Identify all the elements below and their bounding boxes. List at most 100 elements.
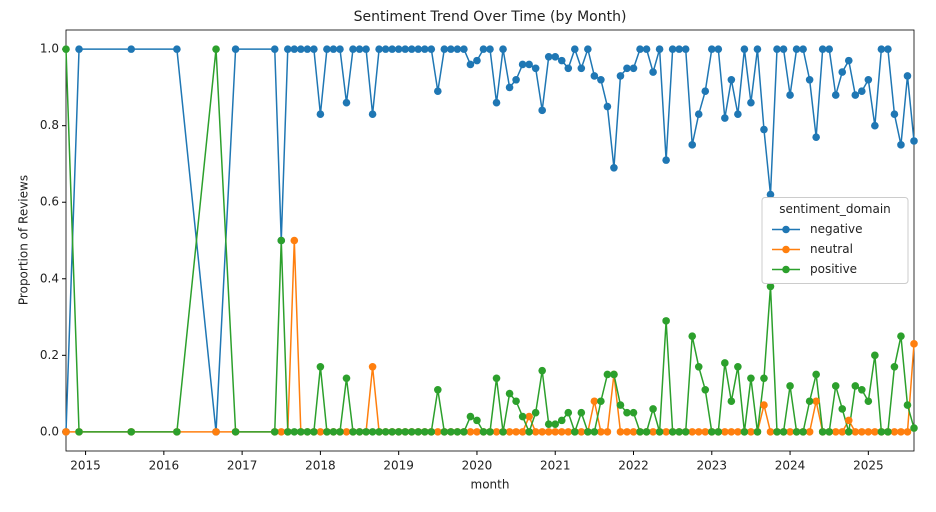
data-point xyxy=(721,428,729,436)
data-point xyxy=(616,72,625,80)
data-point xyxy=(525,428,533,436)
data-point xyxy=(544,428,553,436)
data-point xyxy=(805,75,814,84)
data-point xyxy=(910,340,918,348)
x-tick-label: 2015 xyxy=(70,459,101,473)
data-point xyxy=(342,98,351,107)
data-point xyxy=(727,75,736,84)
data-point xyxy=(349,45,357,53)
data-point xyxy=(277,236,286,245)
data-point xyxy=(303,428,312,436)
data-point xyxy=(323,45,331,53)
data-point xyxy=(584,45,592,53)
legend-marker xyxy=(782,225,790,234)
data-point xyxy=(766,282,775,291)
data-point xyxy=(707,428,716,436)
data-point xyxy=(642,428,651,436)
data-point xyxy=(297,428,305,436)
data-point xyxy=(603,428,612,436)
x-axis-label: month xyxy=(471,478,510,492)
data-point xyxy=(851,382,860,390)
data-point xyxy=(512,397,520,406)
data-point xyxy=(544,420,553,429)
data-point xyxy=(681,45,690,53)
data-point xyxy=(564,64,573,73)
data-point xyxy=(871,351,879,360)
data-point xyxy=(773,45,781,53)
data-point xyxy=(394,45,403,53)
data-point xyxy=(283,45,292,53)
data-point xyxy=(362,45,370,53)
data-point xyxy=(310,428,318,436)
data-point xyxy=(427,45,436,53)
data-point xyxy=(505,83,514,92)
data-point xyxy=(642,45,651,53)
data-point xyxy=(127,45,136,53)
data-point xyxy=(864,428,873,436)
data-point xyxy=(473,416,481,425)
data-point xyxy=(655,428,664,436)
x-tick-label: 2016 xyxy=(149,459,180,473)
data-point xyxy=(323,428,331,436)
data-point xyxy=(721,114,729,122)
data-point xyxy=(270,45,279,53)
data-point xyxy=(694,363,703,371)
chart-title: Sentiment Trend Over Time (by Month) xyxy=(354,9,627,25)
data-point xyxy=(577,428,586,436)
data-point xyxy=(531,64,540,73)
data-point xyxy=(734,363,742,371)
data-point xyxy=(629,64,638,73)
data-point xyxy=(616,428,625,436)
x-tick-label: 2020 xyxy=(462,459,493,473)
data-point xyxy=(75,428,83,436)
data-point xyxy=(825,45,833,53)
x-tick-label: 2023 xyxy=(697,459,728,473)
data-point xyxy=(662,317,670,325)
data-point xyxy=(277,428,286,436)
data-point xyxy=(518,428,527,436)
data-point xyxy=(518,60,527,69)
data-point xyxy=(564,428,573,436)
data-point xyxy=(231,428,240,436)
y-tick-label: 0.4 xyxy=(40,271,59,285)
y-tick-label: 1.0 xyxy=(40,42,59,56)
data-point xyxy=(760,401,768,409)
data-point xyxy=(734,110,742,118)
data-point xyxy=(688,428,697,436)
data-point xyxy=(805,397,814,406)
data-point xyxy=(577,64,586,73)
data-point xyxy=(799,45,807,53)
data-point xyxy=(805,428,814,436)
data-point xyxy=(740,428,749,436)
data-point xyxy=(747,98,755,107)
data-point xyxy=(460,45,468,53)
data-point xyxy=(512,428,520,436)
data-point xyxy=(668,45,677,53)
data-point xyxy=(466,412,475,421)
data-point xyxy=(407,428,416,436)
data-point xyxy=(851,91,860,99)
data-point xyxy=(499,45,507,53)
x-tick-label: 2024 xyxy=(775,459,806,473)
data-point xyxy=(812,370,820,379)
data-point xyxy=(173,45,181,53)
data-point xyxy=(831,91,840,99)
data-point xyxy=(538,106,546,115)
data-point xyxy=(623,408,631,417)
x-tick-label: 2025 xyxy=(853,459,884,473)
data-point xyxy=(388,428,396,436)
data-point xyxy=(212,45,220,53)
data-point xyxy=(792,428,801,436)
data-point xyxy=(584,428,592,436)
data-point xyxy=(505,428,514,436)
y-axis-label: Proportion of Reviews xyxy=(17,175,31,305)
data-point xyxy=(760,125,768,134)
data-point xyxy=(440,45,449,53)
data-point xyxy=(629,408,638,417)
data-point xyxy=(525,60,533,69)
data-point xyxy=(414,428,423,436)
data-point xyxy=(629,428,638,436)
data-point xyxy=(466,60,475,69)
data-point xyxy=(290,45,299,53)
data-point xyxy=(831,428,840,436)
